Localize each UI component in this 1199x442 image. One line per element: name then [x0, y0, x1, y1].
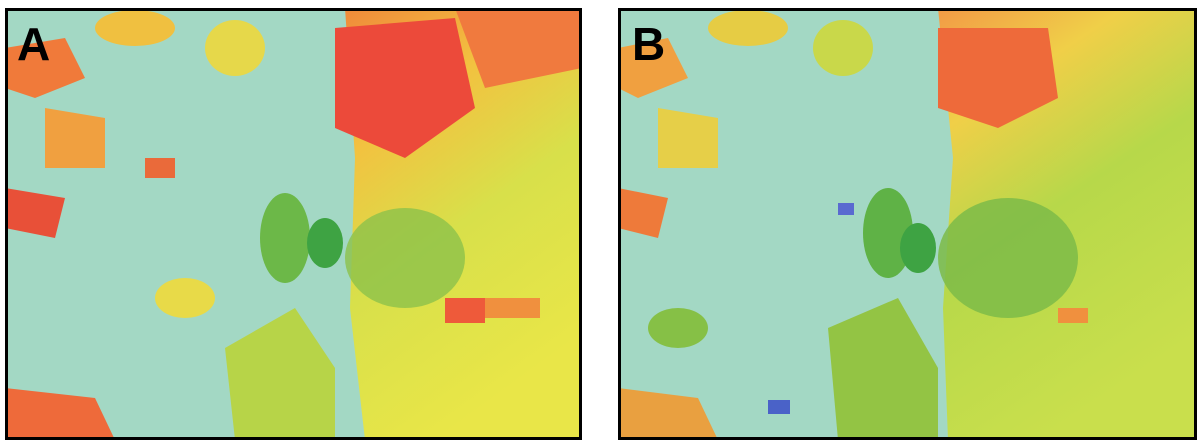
page: {"panels": [{"label": "A"}, {"label": "B… [0, 0, 1199, 442]
map-panel: B [618, 8, 1196, 440]
panel-label: A [17, 18, 50, 70]
figure: A B [0, 0, 1199, 442]
map-panel: A [5, 8, 582, 440]
panel-label: B [632, 18, 665, 70]
